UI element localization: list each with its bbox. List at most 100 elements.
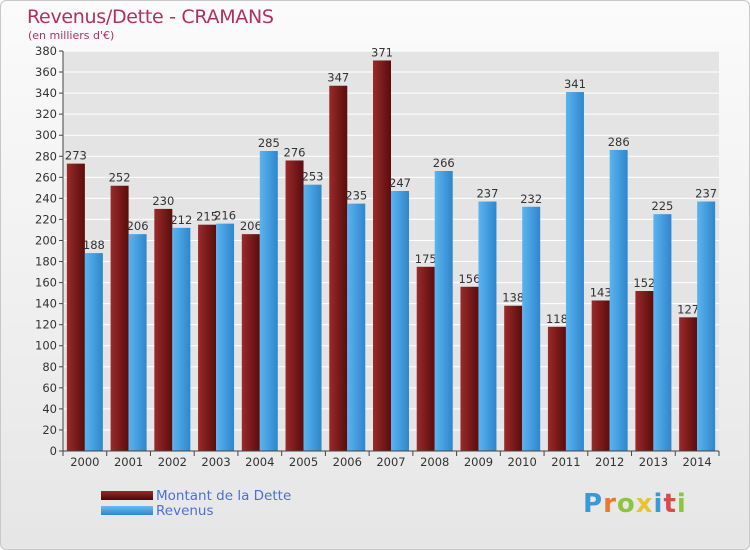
debt-bar [110, 185, 129, 451]
revenue-value-label: 286 [608, 135, 630, 149]
revenue-bar [259, 151, 278, 451]
debt-value-label: 152 [633, 276, 655, 290]
revenue-value-label: 237 [695, 187, 717, 201]
debt-value-label: 371 [371, 45, 393, 59]
debt-value-label: 143 [590, 285, 612, 299]
logo-letter: P [583, 489, 604, 519]
x-tick-label: 2010 [508, 455, 537, 469]
x-tick-label: 2009 [464, 455, 493, 469]
revenue-value-label: 212 [170, 213, 192, 227]
y-tick-label: 380 [35, 44, 57, 58]
y-tick-label: 220 [35, 212, 57, 226]
debt-value-label: 175 [415, 252, 437, 266]
revenue-bar [172, 227, 191, 451]
debt-bar [460, 286, 479, 451]
logo-letter: i [653, 489, 664, 519]
y-tick-label: 300 [35, 128, 57, 142]
revenue-bar [434, 171, 453, 451]
revenue-bar [128, 234, 147, 451]
y-tick-label: 80 [42, 360, 57, 374]
debt-value-label: 273 [65, 149, 87, 163]
revenue-bar [565, 92, 584, 451]
debt-bar [154, 208, 173, 451]
y-tick-label: 200 [35, 233, 57, 247]
revenue-bar [653, 214, 672, 451]
y-tick-label: 40 [42, 402, 57, 416]
revenue-value-label: 188 [83, 238, 105, 252]
revenue-value-label: 225 [651, 199, 673, 213]
revenue-value-label: 216 [214, 209, 236, 223]
debt-value-label: 127 [677, 302, 699, 316]
revenue-bar [609, 149, 628, 451]
logo-letter: i [676, 489, 687, 519]
x-tick-label: 2008 [420, 455, 449, 469]
revenue-value-label: 341 [564, 77, 586, 91]
y-tick-label: 280 [35, 149, 57, 163]
debt-value-label: 230 [152, 194, 174, 208]
legend-label-debt: Montant de la Dette [156, 488, 292, 504]
debt-value-label: 118 [546, 312, 568, 326]
revenue-value-label: 253 [302, 170, 324, 184]
debt-bar [329, 85, 348, 451]
debt-bar [373, 60, 391, 451]
debt-value-label: 276 [284, 145, 306, 159]
x-tick-label: 2003 [201, 455, 230, 469]
y-tick-label: 100 [35, 339, 57, 353]
revenue-value-label: 266 [433, 156, 455, 170]
debt-bar [416, 266, 435, 451]
logo-letter: t [663, 489, 677, 519]
x-tick-label: 2000 [70, 455, 99, 469]
legend-swatch-debt [101, 491, 153, 500]
revenue-value-label: 247 [389, 176, 411, 190]
y-tick-label: 20 [42, 423, 57, 437]
x-tick-label: 2007 [376, 455, 405, 469]
debt-bar [241, 234, 260, 451]
x-tick-label: 2012 [595, 455, 624, 469]
y-tick-label: 340 [35, 86, 57, 100]
debt-bar [66, 163, 85, 451]
debt-bar [504, 305, 523, 451]
x-tick-label: 2005 [289, 455, 318, 469]
debt-bar [635, 291, 654, 451]
legend-swatch-revenue [101, 506, 153, 515]
logo-letter: r [603, 489, 617, 519]
x-tick-label: 2011 [551, 455, 580, 469]
y-tick-label: 140 [35, 297, 57, 311]
legend-label-revenue: Revenus [156, 503, 214, 519]
debt-value-label: 252 [109, 171, 131, 185]
debt-bar [547, 326, 566, 451]
logo-letter: x [635, 489, 654, 519]
debt-value-label: 206 [240, 219, 262, 233]
x-tick-label: 2014 [682, 455, 711, 469]
y-tick-label: 60 [42, 381, 57, 395]
revenue-bar [697, 201, 716, 451]
debt-value-label: 156 [458, 272, 480, 286]
y-tick-label: 180 [35, 255, 57, 269]
debt-bar [591, 300, 610, 451]
revenue-value-label: 206 [127, 219, 149, 233]
revenue-bar [478, 201, 497, 451]
debt-value-label: 347 [327, 71, 349, 85]
x-tick-label: 2001 [114, 455, 143, 469]
y-tick-label: 160 [35, 276, 57, 290]
revenue-value-label: 235 [345, 189, 367, 203]
logo-letter: o [616, 489, 636, 519]
x-tick-label: 2013 [639, 455, 668, 469]
x-tick-label: 2002 [158, 455, 187, 469]
x-tick-label: 2004 [245, 455, 274, 469]
y-tick-label: 360 [35, 65, 57, 79]
revenue-value-label: 237 [476, 187, 498, 201]
debt-value-label: 215 [196, 210, 218, 224]
revenue-bar [391, 191, 409, 451]
revenue-value-label: 285 [258, 136, 280, 150]
y-tick-label: 120 [35, 318, 57, 332]
chart-title: Revenus/Dette - CRAMANS [27, 6, 274, 28]
revenue-value-label: 232 [520, 192, 542, 206]
revenue-bar [216, 223, 235, 451]
debt-bar [285, 160, 304, 451]
y-tick-label: 260 [35, 170, 57, 184]
debt-bar [679, 317, 698, 451]
y-tick-label: 240 [35, 191, 57, 205]
